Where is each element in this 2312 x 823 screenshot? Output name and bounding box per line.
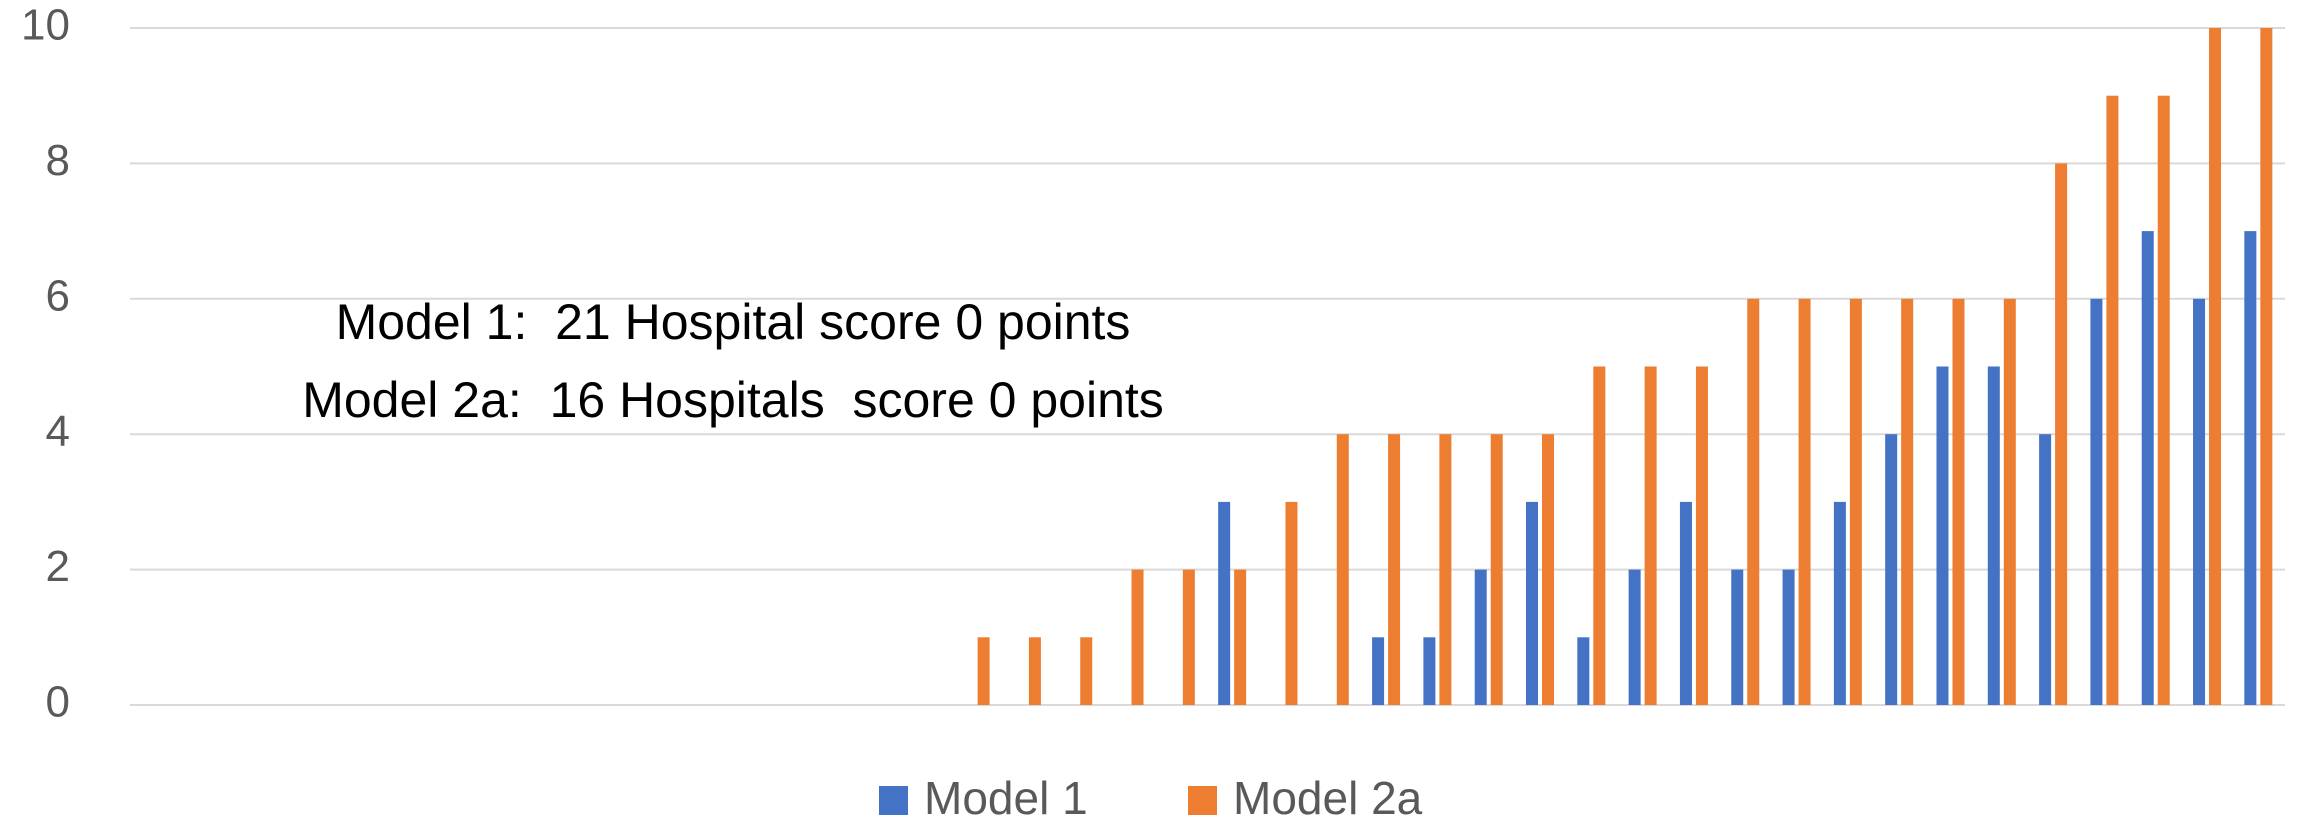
bar: [1798, 298, 1811, 705]
bar: [1388, 434, 1401, 705]
bar: [1372, 637, 1385, 705]
bar: [2244, 231, 2257, 705]
bar: [1731, 569, 1744, 705]
bar: [1526, 501, 1539, 705]
bar: [1833, 501, 1846, 705]
bar: [1028, 637, 1041, 705]
bar: [1952, 298, 1965, 705]
legend-label: Model 2a: [1233, 772, 1423, 823]
bar: [1747, 298, 1760, 705]
bar: [1080, 637, 1093, 705]
bar: [2003, 298, 2016, 705]
bar: [1490, 434, 1503, 705]
bar: [1849, 298, 1862, 705]
bar: [1423, 637, 1436, 705]
bar: [2157, 95, 2170, 705]
bar: [1439, 434, 1452, 705]
bar: [1182, 569, 1195, 705]
legend-label: Model 1: [924, 772, 1088, 823]
y-tick-label: 8: [46, 136, 70, 185]
y-tick-label: 4: [46, 407, 70, 456]
bar: [2106, 95, 2119, 705]
bar: [2055, 163, 2068, 705]
bar: [2209, 28, 2222, 705]
bar: [2260, 28, 2273, 705]
bar: [1782, 569, 1795, 705]
bar: [1695, 366, 1708, 705]
bar: [1131, 569, 1144, 705]
bar: [1474, 569, 1487, 705]
bar: [1285, 501, 1298, 705]
bar: [1577, 637, 1590, 705]
bar: [2193, 298, 2206, 705]
bar: [1542, 434, 1555, 705]
bar: [1593, 366, 1606, 705]
y-tick-label: 2: [46, 542, 70, 591]
bar: [1628, 569, 1641, 705]
bar: [2090, 298, 2103, 705]
y-tick-label: 0: [46, 678, 70, 727]
bar: [1936, 366, 1949, 705]
bar: [1218, 501, 1231, 705]
bar: [2039, 434, 2052, 705]
bar: [1885, 434, 1898, 705]
bar: [1644, 366, 1657, 705]
bar: [2141, 231, 2154, 705]
legend-swatch: [879, 786, 908, 815]
y-tick-label: 10: [21, 1, 70, 50]
bar: [1234, 569, 1247, 705]
bar: [1901, 298, 1914, 705]
y-tick-label: 6: [46, 271, 70, 320]
legend-swatch: [1188, 786, 1217, 815]
bar: [1679, 501, 1692, 705]
annotation: Model 1: 21 Hospital score 0 points: [336, 294, 1131, 350]
bar: [1336, 434, 1349, 705]
bar: [977, 637, 990, 705]
bar: [1987, 366, 2000, 705]
annotation: Model 2a: 16 Hospitals score 0 points: [302, 372, 1164, 428]
